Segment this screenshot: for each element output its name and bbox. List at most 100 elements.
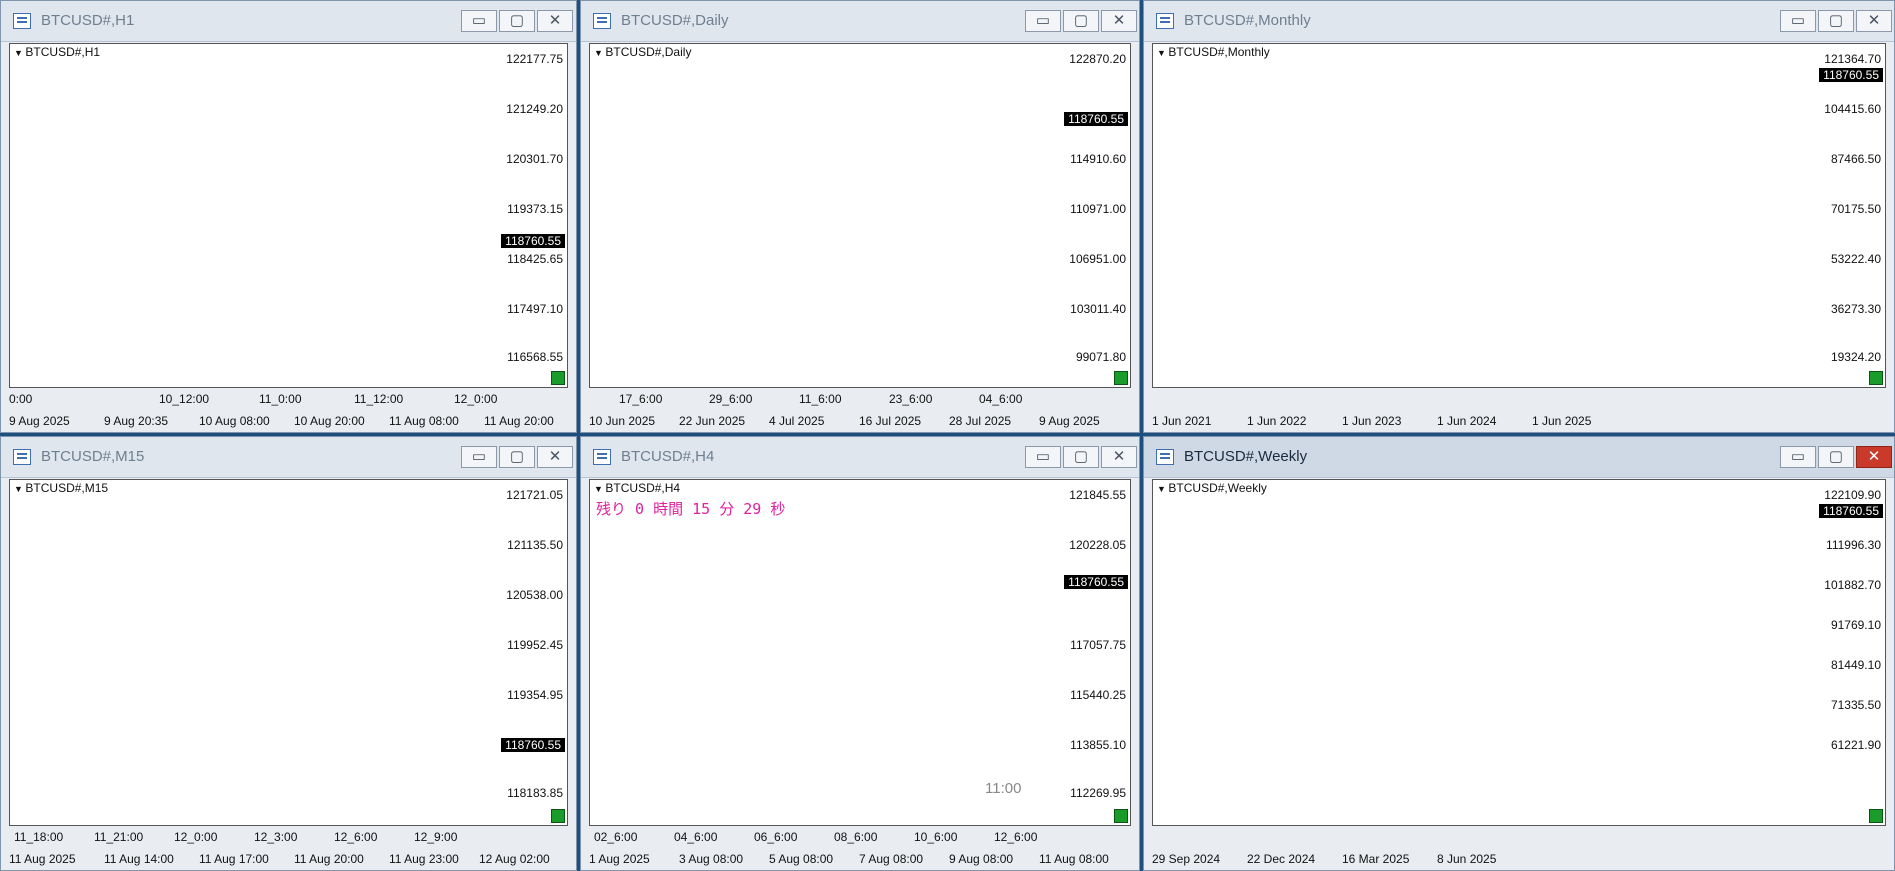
chart-area[interactable]: BTCUSD#,H4 残り 0 時間 15 分 29 秒 11:00 12184… — [589, 479, 1131, 826]
time-label: 11_21:00 — [94, 830, 144, 844]
current-price-tag: 118760.55 — [1819, 504, 1883, 518]
minimize-button[interactable]: ▭ — [1780, 446, 1816, 468]
chart-window-weekly[interactable]: BTCUSD#,Weekly ▭ ▢ ✕ BTCUSD#,Weekly 1221… — [1143, 436, 1895, 871]
minimize-button[interactable]: ▭ — [1780, 10, 1816, 32]
price-label: 120301.70 — [506, 152, 563, 166]
time-axis: 11_18:00 11_21:00 12_0:00 12_3:00 12_6:0… — [9, 828, 568, 848]
minimize-button[interactable]: ▭ — [461, 446, 497, 468]
date-label: 10 Aug 08:00 — [199, 414, 270, 428]
time-label: 10_6:00 — [914, 830, 958, 844]
date-label: 1 Jun 2025 — [1532, 414, 1592, 428]
time-label: 17_6:00 — [619, 392, 663, 406]
date-label: 9 Aug 2025 — [1039, 414, 1100, 428]
date-label: 12 Aug 02:00 — [479, 852, 550, 866]
maximize-button[interactable]: ▢ — [1063, 10, 1099, 32]
date-label: 9 Aug 2025 — [9, 414, 70, 428]
date-axis: 11 Aug 2025 11 Aug 14:00 11 Aug 17:00 11… — [9, 850, 568, 868]
maximize-button[interactable]: ▢ — [1063, 446, 1099, 468]
date-label: 16 Mar 2025 — [1342, 852, 1410, 866]
window-titlebar[interactable]: BTCUSD#,H4 ▭ ▢ ✕ — [581, 437, 1139, 478]
chart-area[interactable]: BTCUSD#,Monthly 121364.70 118760.55 1044… — [1152, 43, 1886, 388]
one-click-trading-button[interactable] — [1114, 371, 1128, 385]
price-label: 111996.30 — [1826, 538, 1881, 552]
date-label: 11 Aug 2025 — [9, 852, 76, 866]
close-button[interactable]: ✕ — [1856, 446, 1892, 468]
time-label: 12_6:00 — [334, 830, 378, 844]
current-price-tag: 118760.55 — [501, 738, 565, 752]
price-label: 121135.50 — [507, 538, 563, 552]
chart-area[interactable]: BTCUSD#,H1 122177.75 121249.20 120301.70… — [9, 43, 568, 388]
one-click-trading-button[interactable] — [1869, 371, 1883, 385]
window-titlebar[interactable]: BTCUSD#,M15 ▭ ▢ ✕ — [1, 437, 576, 478]
date-label: 28 Jul 2025 — [949, 414, 1012, 428]
price-label: 87466.50 — [1830, 152, 1881, 166]
date-label: 11 Aug 14:00 — [104, 852, 174, 866]
window-title: BTCUSD#,Weekly — [1184, 448, 1308, 465]
time-label: 12_3:00 — [254, 830, 298, 844]
price-label: 117497.10 — [507, 302, 563, 316]
chart-window-monthly[interactable]: BTCUSD#,Monthly ▭ ▢ ✕ BTCUSD#,Monthly 12… — [1143, 0, 1895, 433]
price-label: 121249.20 — [506, 102, 563, 116]
chart-window-icon — [593, 13, 611, 29]
chart-symbol-label: BTCUSD#,Weekly — [1157, 481, 1266, 495]
chart-window-h1[interactable]: BTCUSD#,H1 ▭ ▢ ✕ BTCUSD#,H1 122177.75 12… — [0, 0, 577, 433]
price-label: 121845.55 — [1069, 488, 1126, 502]
price-label: 122177.75 — [506, 52, 563, 66]
chart-area[interactable]: BTCUSD#,Daily 122870.20 118760.55 114910… — [589, 43, 1131, 388]
maximize-button[interactable]: ▢ — [1818, 10, 1854, 32]
price-label: 118183.85 — [507, 786, 563, 800]
window-titlebar[interactable]: BTCUSD#,Weekly ▭ ▢ ✕ — [1144, 437, 1894, 478]
price-label: 121721.05 — [506, 488, 563, 502]
one-click-trading-button[interactable] — [551, 809, 565, 823]
chart-symbol-label: BTCUSD#,H4 — [594, 481, 680, 495]
chart-window-daily[interactable]: BTCUSD#,Daily ▭ ▢ ✕ BTCUSD#,Daily 122870… — [580, 0, 1140, 433]
chart-window-icon — [1156, 13, 1174, 29]
window-title: BTCUSD#,H1 — [41, 12, 135, 29]
maximize-button[interactable]: ▢ — [1818, 446, 1854, 468]
window-titlebar[interactable]: BTCUSD#,H1 ▭ ▢ ✕ — [1, 1, 576, 42]
price-label: 122109.90 — [1824, 488, 1881, 502]
date-label: 1 Jun 2023 — [1342, 414, 1402, 428]
close-button[interactable]: ✕ — [537, 10, 573, 32]
minimize-button[interactable]: ▭ — [461, 10, 497, 32]
current-price-tag: 118760.55 — [1819, 68, 1883, 82]
close-button[interactable]: ✕ — [1101, 446, 1137, 468]
close-button[interactable]: ✕ — [1856, 10, 1892, 32]
chart-window-m15[interactable]: BTCUSD#,M15 ▭ ▢ ✕ BTCUSD#,M15 121721.05 … — [0, 436, 577, 871]
one-click-trading-button[interactable] — [1114, 809, 1128, 823]
price-label: 106951.00 — [1069, 252, 1126, 266]
time-label: 08_6:00 — [834, 830, 878, 844]
minimize-button[interactable]: ▭ — [1025, 10, 1061, 32]
price-label: 36273.30 — [1830, 302, 1881, 316]
date-label: 9 Aug 08:00 — [949, 852, 1014, 866]
one-click-trading-button[interactable] — [1869, 809, 1883, 823]
minimize-button[interactable]: ▭ — [1025, 446, 1061, 468]
chart-symbol-label: BTCUSD#,Monthly — [1157, 45, 1269, 59]
date-label: 11 Aug 23:00 — [389, 852, 459, 866]
time-axis: 0:00 10_12:00 11_0:00 11_12:00 12_0:00 — [9, 390, 568, 410]
price-label: 112269.95 — [1070, 786, 1126, 800]
chart-window-h4[interactable]: BTCUSD#,H4 ▭ ▢ ✕ BTCUSD#,H4 残り 0 時間 15 分… — [580, 436, 1140, 871]
price-label: 120538.00 — [506, 588, 563, 602]
date-label: 29 Sep 2024 — [1152, 852, 1221, 866]
window-titlebar[interactable]: BTCUSD#,Daily ▭ ▢ ✕ — [581, 1, 1139, 42]
chart-area[interactable]: BTCUSD#,Weekly 122109.90 118760.55 11199… — [1152, 479, 1886, 826]
chart-area[interactable]: BTCUSD#,M15 121721.05 121135.50 120538.0… — [9, 479, 568, 826]
one-click-trading-button[interactable] — [551, 371, 565, 385]
price-axis: 121845.55 120228.05 118760.55 117057.75 … — [1060, 480, 1130, 825]
close-button[interactable]: ✕ — [1101, 10, 1137, 32]
price-label: 114910.60 — [1070, 152, 1126, 166]
time-label: 10_12:00 — [159, 392, 210, 406]
time-axis: 17_6:00 29_6:00 11_6:00 23_6:00 04_6:00 — [589, 390, 1131, 410]
date-label: 1 Jun 2021 — [1152, 414, 1212, 428]
maximize-button[interactable]: ▢ — [499, 446, 535, 468]
price-label: 104415.60 — [1824, 102, 1881, 116]
maximize-button[interactable]: ▢ — [499, 10, 535, 32]
time-label: 11_6:00 — [799, 392, 842, 406]
close-button[interactable]: ✕ — [537, 446, 573, 468]
window-title: BTCUSD#,Daily — [621, 12, 729, 29]
price-label: 116568.55 — [507, 350, 563, 364]
chart-window-icon — [1156, 449, 1174, 465]
window-titlebar[interactable]: BTCUSD#,Monthly ▭ ▢ ✕ — [1144, 1, 1894, 42]
time-label: 23_6:00 — [889, 392, 933, 406]
